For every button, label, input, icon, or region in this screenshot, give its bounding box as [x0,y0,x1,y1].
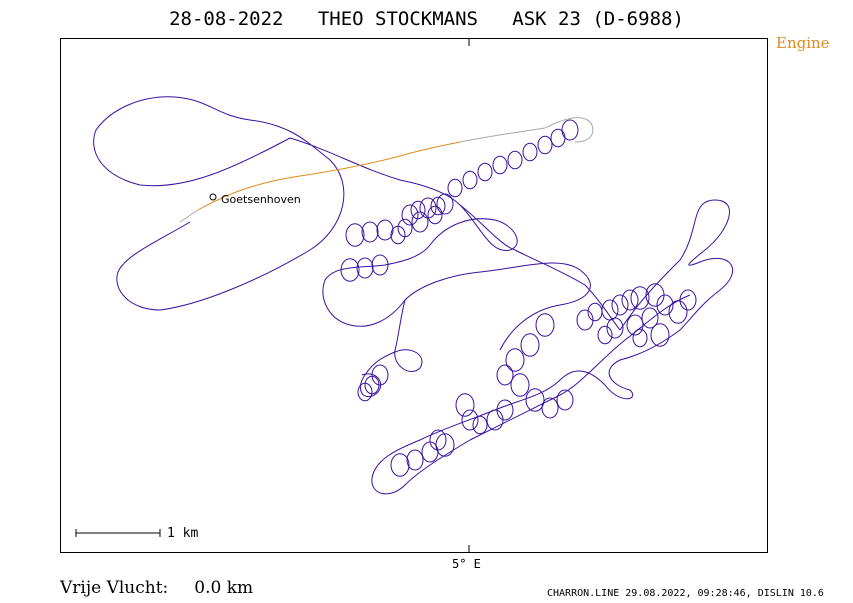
thermal-circle [520,333,540,357]
thermal-circle [411,211,429,233]
glider-track-middle [322,204,591,351]
thermal-circle [390,225,406,245]
engine-trace [197,141,461,211]
pilot-name: THEO STOCKMANS [317,8,478,30]
glider-track-west [93,96,621,331]
thermal-circle [421,441,439,463]
thermal-circle [429,429,447,451]
thermal-circle [505,348,525,372]
thermal-circle [650,323,670,347]
thermal-circle [535,313,555,337]
thermal-circle [541,397,559,419]
free-flight-stat: Vrije Vlucht: 0.0 km [60,578,253,598]
thermal-circle [537,135,553,155]
thermal-circle [376,219,394,241]
scale-bar [75,529,161,537]
engine-gap-trace-end [459,117,594,143]
thermal-circle [630,286,650,310]
airfield-marker-icon [209,193,217,201]
engine-legend: Engine [776,34,830,52]
thermal-circle [556,389,574,411]
thermal-circle [626,314,644,336]
thermal-circle [632,328,648,348]
free-flight-label: Vrije Vlucht: [60,578,169,598]
thermal-circle [679,289,697,311]
thermal-circle [611,294,629,316]
thermal-circle [371,254,389,276]
thermal-circle [522,142,538,162]
thermal-circle [641,307,659,329]
thermal-circle [597,325,613,345]
thermal-circle [576,309,594,331]
thermal-circle [455,393,475,417]
thermal-circle [390,453,410,477]
thermal-circle [406,449,424,471]
thermal-circle [496,399,514,421]
thermal-circle [606,317,624,339]
thermal-circle [430,196,446,216]
glider-track-south [360,299,423,398]
longitude-label: 5° E [452,557,481,571]
thermal-circle [340,258,360,282]
scale-bar-label: 1 km [167,526,199,541]
thermal-circle [361,221,379,243]
thermal-circle [472,415,488,435]
thermal-circle [561,119,579,141]
thermal-circle [477,162,493,182]
footer-info: CHARRON.LINE 29.08.2022, 09:28:46, DISLI… [547,588,824,599]
thermal-circles [340,119,697,477]
thermal-circle [401,204,419,226]
glider-track-east [371,199,733,495]
thermal-circle [621,289,639,311]
glider-name: ASK 23 (D-6988) [512,8,684,30]
thermal-circle [525,388,545,412]
airfield-label: Goetsenhoven [221,193,301,206]
thermal-circle [410,200,426,220]
thermal-circle [371,364,389,386]
thermal-circle [656,294,674,316]
thermal-circle [496,364,514,386]
thermal-circle [345,223,365,247]
thermal-circle [587,302,603,322]
thermal-circle [447,178,463,198]
thermal-circle [668,300,688,324]
thermal-circle [356,257,374,279]
thermal-circle [427,205,443,225]
thermal-circle [507,150,523,170]
map-frame [60,38,768,553]
thermal-circle [461,409,479,431]
thermal-circle [357,382,373,402]
engine-gap-trace-start [179,209,199,223]
thermal-circle [492,155,508,175]
flight-date: 28-08-2022 [169,8,284,30]
thermal-circle [510,373,530,397]
thermal-circle [486,409,504,431]
thermal-circle [462,170,478,190]
thermal-circle [550,128,566,148]
free-flight-value: 0.0 km [194,578,254,598]
flight-title: 28-08-2022 THEO STOCKMANS ASK 23 (D-6988… [0,8,853,30]
thermal-circle [436,193,454,215]
